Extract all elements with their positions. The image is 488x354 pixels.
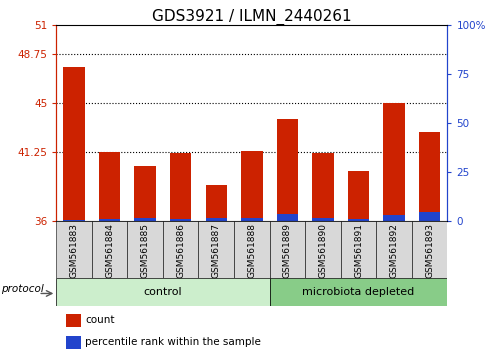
Bar	[134, 166, 156, 221]
Text: GSM561884: GSM561884	[105, 223, 114, 278]
Text: GSM561892: GSM561892	[389, 223, 398, 278]
Bar	[276, 119, 298, 221]
Text: GSM561889: GSM561889	[283, 223, 291, 278]
Bar	[305, 221, 340, 278]
Text: microbiota depleted: microbiota depleted	[302, 287, 414, 297]
Bar	[99, 152, 120, 221]
Bar	[276, 215, 298, 221]
Title: GDS3921 / ILMN_2440261: GDS3921 / ILMN_2440261	[152, 8, 351, 25]
Text: GSM561893: GSM561893	[424, 223, 433, 278]
Bar	[66, 314, 81, 327]
Bar	[66, 336, 81, 349]
Bar	[56, 278, 269, 306]
Bar	[127, 221, 163, 278]
Bar	[241, 150, 262, 221]
Bar	[383, 103, 404, 221]
Bar	[205, 184, 226, 221]
Bar	[56, 221, 92, 278]
Text: GSM561890: GSM561890	[318, 223, 327, 278]
Bar	[63, 220, 84, 221]
Bar	[99, 219, 120, 221]
Bar	[269, 278, 447, 306]
Text: percentile rank within the sample: percentile rank within the sample	[85, 337, 261, 348]
Bar	[134, 218, 156, 221]
Text: GSM561891: GSM561891	[353, 223, 362, 278]
Bar	[312, 218, 333, 221]
Bar	[234, 221, 269, 278]
Bar	[418, 212, 439, 221]
Bar	[347, 219, 368, 221]
Bar	[198, 221, 234, 278]
Bar	[340, 221, 376, 278]
Text: count: count	[85, 315, 115, 325]
Bar	[92, 221, 127, 278]
Text: GSM561886: GSM561886	[176, 223, 185, 278]
Text: protocol: protocol	[1, 284, 44, 294]
Bar	[376, 221, 411, 278]
Text: GSM561888: GSM561888	[247, 223, 256, 278]
Bar	[241, 218, 262, 221]
Bar	[205, 218, 226, 221]
Text: GSM561885: GSM561885	[141, 223, 149, 278]
Bar	[418, 132, 439, 221]
Bar	[269, 221, 305, 278]
Bar	[170, 219, 191, 221]
Bar	[63, 67, 84, 221]
Text: GSM561883: GSM561883	[69, 223, 79, 278]
Text: GSM561887: GSM561887	[211, 223, 220, 278]
Bar	[411, 221, 447, 278]
Bar	[163, 221, 198, 278]
Bar	[347, 171, 368, 221]
Bar	[312, 153, 333, 221]
Text: control: control	[143, 287, 182, 297]
Bar	[170, 153, 191, 221]
Bar	[383, 215, 404, 221]
